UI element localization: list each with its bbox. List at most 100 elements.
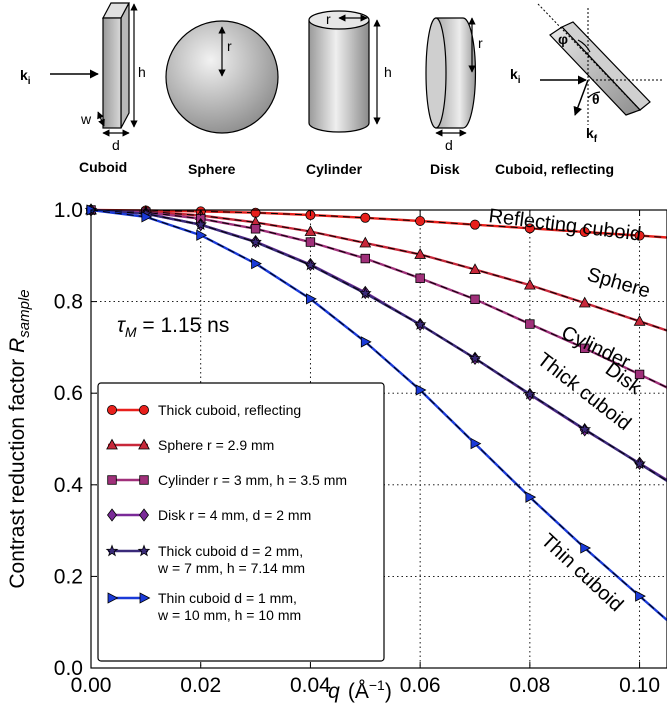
phi-symbol: φ [558, 31, 568, 47]
legend-item: Sphere r = 2.9 mm [106, 437, 274, 453]
data-point [196, 229, 208, 241]
legend-marker [105, 544, 119, 557]
cylinder-dim-h: h [384, 64, 392, 80]
svg-text:ki: ki [510, 66, 521, 86]
cuboid-dim-w: w [80, 111, 92, 127]
legend-label-line2: w = 7 mm, h = 7.14 mm [157, 560, 305, 576]
inline-series-label: Reflecting cuboid [487, 205, 642, 246]
data-point [633, 314, 646, 326]
svg-text:θ: θ [592, 91, 600, 107]
tau-sub: M [125, 324, 137, 340]
sphere-label: Sphere [188, 161, 236, 177]
data-point [523, 278, 536, 290]
legend-label: Thick cuboid d = 2 mm, [158, 543, 303, 559]
cylinder-label: Cylinder [306, 161, 363, 177]
legend-label: Thin cuboid d = 1 mm, [158, 590, 297, 606]
inline-labels: Reflecting cuboidSphereCylinderDiskThick… [487, 205, 652, 616]
data-point [250, 224, 261, 234]
series-line [90, 208, 667, 622]
data-point [469, 263, 481, 274]
data-point [415, 384, 427, 396]
data-point [194, 218, 208, 231]
x-tick-label: 0.06 [400, 674, 441, 697]
data-point [523, 387, 537, 400]
x-tick-label: 0.10 [619, 674, 660, 697]
data-point [470, 294, 480, 305]
data-point [305, 237, 316, 247]
data-point [579, 226, 590, 237]
ref-final-sub: f [594, 134, 598, 145]
y-axis-label: Contrast reduction factor Rsample [6, 289, 33, 588]
legend-label-line2: w = 10 mm, h = 10 mm [157, 607, 301, 623]
legend-label: Disk r = 4 mm, d = 2 mm [158, 507, 311, 523]
data-point [360, 212, 371, 223]
legend-box [97, 382, 385, 662]
data-point [141, 211, 153, 223]
legend-item: Cylinder r = 3 mm, h = 3.5 mm [107, 472, 347, 488]
data-point [251, 257, 262, 270]
tau-symbol: τ [117, 314, 126, 337]
legend-item: Thick cuboid, reflecting [107, 402, 301, 418]
legend-item: Disk r = 4 mm, d = 2 mm [107, 507, 311, 523]
legend-marker [139, 592, 151, 604]
sphere-illustration: r Sphere [165, 20, 279, 177]
shapes-panel: ki h w d Cuboid r Sphere r h Cylinder [20, 2, 662, 177]
data-point [525, 319, 535, 329]
data-point [414, 248, 427, 259]
cylinder-dim-r: r [326, 11, 331, 27]
cuboid-illustration: ki h w d Cuboid [20, 2, 146, 175]
legend-marker [138, 404, 149, 415]
legend-marker [139, 508, 149, 522]
cuboid-label: Cuboid [79, 159, 127, 175]
data-point [524, 223, 535, 234]
svg-text:kf: kf [586, 125, 598, 145]
data-point [415, 273, 425, 283]
reflecting-cuboid-illustration: φ θ ki kf Cuboid, reflecting [495, 3, 662, 177]
series-4 [84, 203, 667, 482]
inline-series-label: Sphere [585, 264, 653, 303]
legend-marker [138, 438, 150, 450]
y-tick-label: 1.0 [54, 199, 83, 222]
legend-marker [107, 475, 117, 485]
series-fit-line [90, 209, 667, 238]
data-point [304, 225, 317, 236]
tau-value: = 1.15 ns [137, 314, 230, 337]
x-tick-label: 0.04 [290, 674, 331, 697]
cuboid-dim-d: d [112, 137, 120, 153]
data-point [359, 236, 372, 248]
ticks: 0.00 0.02 0.04 0.06 0.08 0.10 0.0 0.2 0.4 0.6 0.8 1… [54, 199, 660, 697]
y-tick-label: 0.6 [54, 382, 83, 405]
data-point [304, 258, 317, 271]
x-axis-label: q (Å−1) [328, 677, 392, 703]
legend-marker [106, 438, 118, 450]
series-fit-line [90, 209, 667, 331]
legend-item: Thick cuboid d = 2 mm,w = 7 mm, h = 7.14… [105, 543, 305, 576]
y-tick-label: 0.2 [54, 565, 83, 588]
svg-text:τM = 1.15 ns: τM = 1.15 ns [117, 314, 229, 340]
data-point [634, 230, 645, 241]
data-point [580, 343, 590, 354]
legend-label: Cylinder r = 3 mm, h = 3.5 mm [158, 472, 347, 488]
data-point [413, 317, 427, 330]
ref-final-k: k [586, 125, 594, 141]
x-tick-label: 0.00 [71, 674, 112, 697]
series-fit-line [90, 209, 667, 482]
y-tick-label: 0.8 [54, 291, 83, 314]
series-fit-line [90, 209, 667, 388]
cylinder-illustration: r h Cylinder [306, 10, 392, 177]
svg-text:φ: φ [558, 31, 568, 47]
data-point [415, 215, 426, 226]
legend-marker [137, 544, 151, 557]
data-point [360, 253, 370, 264]
plot-frame [90, 209, 667, 669]
data-point [580, 542, 592, 554]
legend-marker [107, 592, 119, 604]
series-group [84, 203, 667, 622]
disk-dim-r: r [478, 35, 483, 51]
ref-incident-k: k [510, 66, 518, 82]
cuboid-dim-h: h [138, 64, 146, 80]
y-tick-label: 0.4 [54, 474, 84, 497]
data-point [249, 235, 262, 248]
legend-item: Thin cuboid d = 1 mm,w = 10 mm, h = 10 m… [107, 590, 301, 623]
